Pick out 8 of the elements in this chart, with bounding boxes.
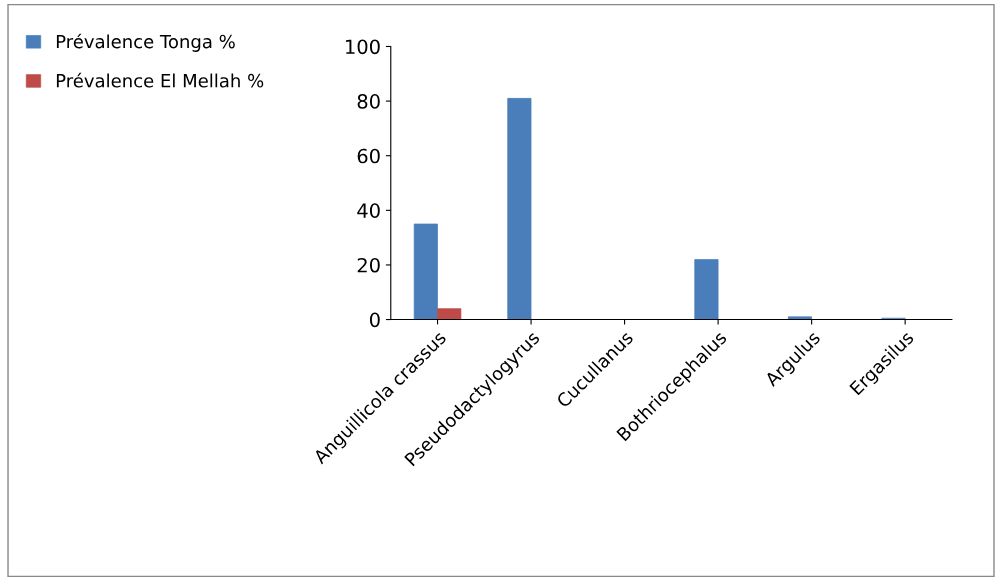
y-tick-label: 100 (346, 39, 380, 55)
y-tick-label: 0 (369, 312, 380, 328)
legend-label: Prévalence Tonga % (56, 33, 235, 52)
y-tick-label: 60 (357, 148, 380, 164)
y-tick-label: 20 (357, 257, 380, 273)
legend-label: Prévalence El Mellah % (56, 72, 264, 88)
y-tick-label: 80 (357, 94, 380, 109)
y-tick-label: 40 (357, 203, 380, 218)
